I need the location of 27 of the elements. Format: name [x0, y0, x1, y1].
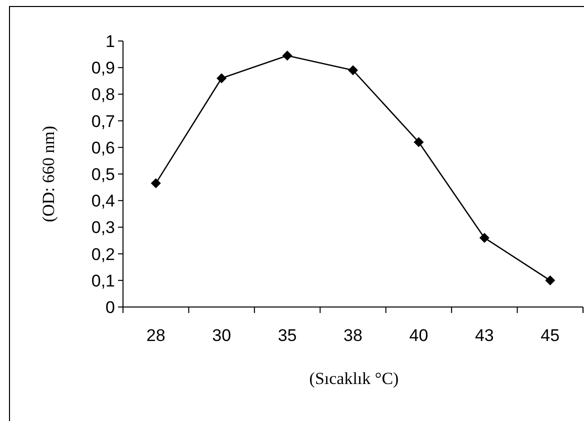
- y-tick-label: 0,8: [91, 85, 115, 104]
- y-tick-label: 0,3: [91, 218, 115, 238]
- x-tick-label: 28: [146, 326, 166, 345]
- x-tick-label: 40: [409, 326, 428, 345]
- y-tick-label: 0,1: [91, 271, 115, 290]
- point: [414, 137, 424, 148]
- y-tick-label: 0: [106, 298, 115, 317]
- y-tick-label: 0,7: [91, 112, 115, 131]
- point: [282, 50, 292, 61]
- y-axis-title: (OD: 660 nm): [38, 126, 58, 222]
- x-axis-title: (Sıcaklık °C): [309, 369, 399, 388]
- x-tick-label: 35: [278, 326, 297, 345]
- y-tick-label: 0,5: [91, 164, 115, 184]
- x-tick-label: 38: [344, 326, 362, 345]
- x-tick-label: 45: [540, 326, 560, 345]
- x-tick-label: 30: [212, 326, 232, 345]
- point: [479, 232, 490, 243]
- y-tick-label: 0,6: [91, 138, 115, 158]
- y-tick-label: 0,9: [91, 58, 115, 78]
- point: [348, 65, 358, 76]
- y-tick-label: 0,4: [91, 192, 115, 211]
- point: [216, 73, 227, 84]
- point: [545, 275, 556, 286]
- y-tick-label: 0,2: [91, 244, 115, 264]
- y-tick-label: 1: [106, 32, 115, 51]
- x-tick-label: 43: [474, 326, 494, 345]
- point: [150, 178, 161, 188]
